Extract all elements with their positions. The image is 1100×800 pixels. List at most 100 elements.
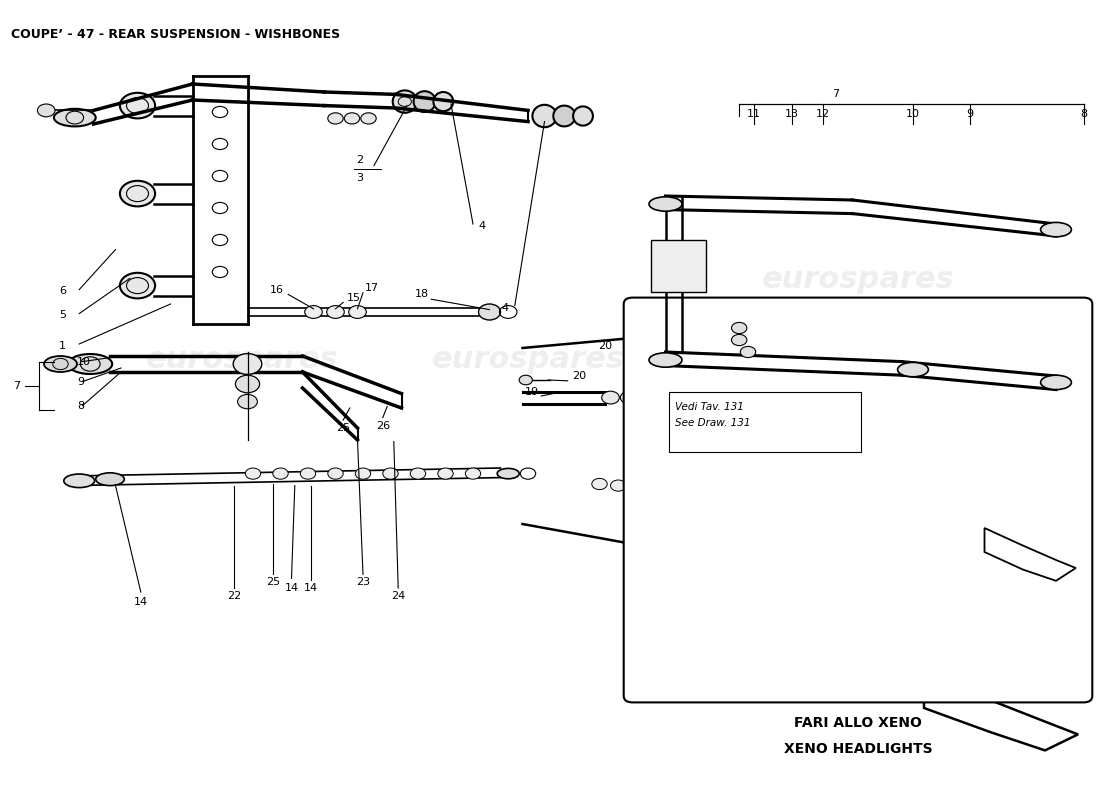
Ellipse shape <box>1041 222 1071 237</box>
Text: 16: 16 <box>270 285 284 294</box>
Circle shape <box>383 468 398 479</box>
Ellipse shape <box>120 93 155 118</box>
Text: 13: 13 <box>785 109 799 118</box>
Text: 14: 14 <box>134 597 147 606</box>
Circle shape <box>235 375 260 393</box>
Circle shape <box>610 480 626 491</box>
Text: XENO HEADLIGHTS: XENO HEADLIGHTS <box>783 742 933 757</box>
Text: 11: 11 <box>747 109 760 118</box>
Circle shape <box>740 346 756 358</box>
Ellipse shape <box>68 354 112 374</box>
Text: Vedi Tav. 131: Vedi Tav. 131 <box>675 402 745 413</box>
Ellipse shape <box>64 474 95 487</box>
Text: 8: 8 <box>77 401 84 410</box>
Text: See Draw. 131: See Draw. 131 <box>675 418 751 429</box>
Circle shape <box>602 391 619 404</box>
Text: 15: 15 <box>346 293 361 302</box>
Text: 8: 8 <box>1080 109 1087 118</box>
Ellipse shape <box>414 91 436 112</box>
Circle shape <box>410 468 426 479</box>
Text: 21: 21 <box>700 343 713 353</box>
Circle shape <box>732 334 747 346</box>
Circle shape <box>465 468 481 479</box>
Ellipse shape <box>120 181 155 206</box>
Text: 23: 23 <box>356 578 370 587</box>
Ellipse shape <box>96 473 124 486</box>
Polygon shape <box>924 676 1078 750</box>
Text: 3: 3 <box>356 173 363 182</box>
Ellipse shape <box>649 197 682 211</box>
Ellipse shape <box>649 353 682 367</box>
Circle shape <box>519 375 532 385</box>
Text: 22: 22 <box>228 591 241 601</box>
Text: 1: 1 <box>59 341 66 350</box>
Text: 25: 25 <box>266 578 279 587</box>
Text: eurospares: eurospares <box>431 346 625 374</box>
Circle shape <box>273 468 288 479</box>
Circle shape <box>659 391 676 404</box>
Text: 25: 25 <box>337 423 350 433</box>
Text: COUPE’ - 47 - REAR SUSPENSION - WISHBONES: COUPE’ - 47 - REAR SUSPENSION - WISHBONE… <box>11 28 340 41</box>
Ellipse shape <box>54 109 96 126</box>
Text: 26: 26 <box>376 421 389 430</box>
Ellipse shape <box>898 362 928 377</box>
Text: 4: 4 <box>478 221 485 230</box>
Ellipse shape <box>44 356 77 372</box>
Text: 5: 5 <box>59 310 66 320</box>
Ellipse shape <box>553 106 575 126</box>
Ellipse shape <box>573 106 593 126</box>
Text: 7: 7 <box>13 381 20 390</box>
Circle shape <box>238 394 257 409</box>
Ellipse shape <box>393 90 417 113</box>
Text: 4: 4 <box>502 303 508 313</box>
Text: 20: 20 <box>572 371 586 381</box>
Circle shape <box>300 468 316 479</box>
Circle shape <box>361 113 376 124</box>
Text: 10: 10 <box>77 357 91 366</box>
Text: 20: 20 <box>598 341 612 350</box>
Circle shape <box>245 468 261 479</box>
Circle shape <box>328 468 343 479</box>
Circle shape <box>327 306 344 318</box>
Ellipse shape <box>433 92 453 111</box>
Text: eurospares: eurospares <box>145 346 339 374</box>
Ellipse shape <box>532 105 557 127</box>
Text: 9: 9 <box>967 109 974 118</box>
Circle shape <box>620 391 638 404</box>
Text: 10: 10 <box>906 109 920 118</box>
Circle shape <box>478 304 500 320</box>
Text: 17: 17 <box>365 283 380 293</box>
Text: 6: 6 <box>59 286 66 296</box>
Text: 9: 9 <box>77 377 84 386</box>
Ellipse shape <box>1041 375 1071 390</box>
Circle shape <box>344 113 360 124</box>
Circle shape <box>37 104 55 117</box>
Circle shape <box>305 306 322 318</box>
Bar <box>669 392 861 452</box>
Circle shape <box>640 391 658 404</box>
Text: 25: 25 <box>629 354 642 363</box>
Text: 19: 19 <box>525 387 539 397</box>
Circle shape <box>355 468 371 479</box>
Text: 14: 14 <box>285 583 298 593</box>
Circle shape <box>438 468 453 479</box>
Circle shape <box>349 306 366 318</box>
Text: 12: 12 <box>816 109 829 118</box>
Text: 7: 7 <box>833 90 839 99</box>
Circle shape <box>732 322 747 334</box>
Ellipse shape <box>120 273 155 298</box>
Circle shape <box>630 482 646 493</box>
Circle shape <box>233 354 262 374</box>
Bar <box>651 240 706 292</box>
FancyBboxPatch shape <box>624 298 1092 702</box>
Text: 18: 18 <box>415 290 429 299</box>
Text: FARI ALLO XENO: FARI ALLO XENO <box>794 716 922 730</box>
Ellipse shape <box>497 469 519 478</box>
Circle shape <box>592 478 607 490</box>
Text: 2: 2 <box>356 155 363 165</box>
Text: 26: 26 <box>662 354 675 363</box>
Text: 14: 14 <box>305 583 318 593</box>
Polygon shape <box>984 528 1076 581</box>
Text: eurospares: eurospares <box>761 266 955 294</box>
Circle shape <box>328 113 343 124</box>
